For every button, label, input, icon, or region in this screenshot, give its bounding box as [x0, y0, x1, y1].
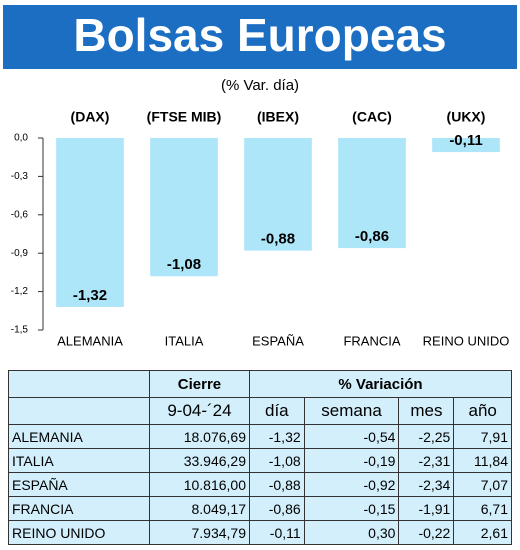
row-label: REINO UNIDO	[8, 520, 150, 545]
table-cell: -1,91	[398, 496, 455, 521]
table-cell: 33.946,29	[148, 448, 251, 473]
value-label: -0,11	[449, 132, 482, 149]
table-cell: 0,30	[303, 520, 400, 545]
table-cell: -0,54	[303, 424, 400, 449]
chart-subtitle: (% Var. día)	[221, 77, 299, 94]
table-cell: 7.934,79	[148, 520, 251, 545]
table-cell: -0,92	[303, 472, 400, 497]
row-label: ESPAÑA	[8, 472, 150, 497]
bar	[338, 138, 406, 249]
index-label: (FTSE MIB)	[147, 109, 222, 125]
value-label: -0,86	[355, 228, 389, 245]
subheader-cell: año	[453, 397, 512, 425]
table-cell: -2,25	[398, 424, 455, 449]
table-cell: 18.076,69	[148, 424, 251, 449]
table-row: REINO UNIDO 7.934,79 -0,11 0,30 -0,22 2,61	[8, 520, 512, 545]
table-cell: -2,34	[398, 472, 455, 497]
table-cell: -0,19	[303, 448, 400, 473]
y-tick-label: -0,9	[11, 248, 29, 259]
data-table: Cierre% Variación 9-04-´24 día semana me…	[8, 370, 512, 545]
corner	[8, 397, 150, 425]
table-cell: -0,22	[398, 520, 455, 545]
table-cell: -0,11	[249, 520, 305, 545]
table-cell: -2,31	[398, 448, 455, 473]
x-tick-label: ITALIA	[165, 333, 204, 348]
value-label: -0,88	[261, 231, 295, 248]
bar	[150, 138, 218, 277]
table-cell: -1,32	[249, 424, 305, 449]
y-tick-label: -0,6	[11, 209, 29, 220]
table-cell: -0,86	[249, 496, 305, 521]
table-cell: 10.816,00	[148, 472, 251, 497]
x-tick-label: ESPAÑA	[252, 333, 304, 348]
subheader-cell: día	[249, 397, 305, 425]
corner	[8, 370, 150, 398]
row-label: FRANCIA	[8, 496, 150, 521]
row-label: ALEMANIA	[8, 424, 150, 449]
table-cell: -0,88	[249, 472, 305, 497]
table-cell: 2,61	[453, 520, 512, 545]
index-label: (UKX)	[447, 109, 486, 125]
chart: Bolsas Europeas (% Var. día) 0,0 -0,3 -0,6…	[3, 5, 517, 348]
chart-title: Bolsas Europeas	[73, 9, 446, 61]
table-row: ALEMANIA 18.076,69 -1,32 -0,54 -2,25 7,91	[8, 424, 512, 449]
subheader-cell: semana	[303, 397, 400, 425]
y-tick-label: -1,2	[11, 286, 29, 297]
table-cell: -0,15	[303, 496, 400, 521]
value-label: -1,32	[73, 287, 107, 304]
table-cell: -1,08	[249, 448, 305, 473]
y-tick-label: -0,3	[11, 171, 29, 182]
x-tick-label: REINO UNIDO	[423, 333, 510, 348]
table-cell: 7,91	[453, 424, 512, 449]
table-row: ESPAÑA 10.816,00 -0,88 -0,92 -2,34 7,07	[8, 472, 512, 497]
table-cell: 11,84	[453, 448, 512, 473]
header-cell: Cierre	[148, 370, 251, 398]
index-label: (CAC)	[352, 109, 392, 125]
table-row: ITALIA 33.946,29 -1,08 -0,19 -2,31 11,84	[8, 448, 512, 473]
x-tick-label: ALEMANIA	[57, 333, 123, 348]
table-cell: 6,71	[453, 496, 512, 521]
x-tick-label: FRANCIA	[343, 333, 400, 348]
title-band	[3, 5, 517, 69]
table-cell: 7,07	[453, 472, 512, 497]
index-label: (IBEX)	[257, 109, 299, 125]
y-tick-label: 0,0	[14, 133, 28, 144]
index-label: (DAX)	[71, 109, 110, 125]
bar	[432, 138, 500, 153]
bar	[244, 138, 312, 251]
table-row: FRANCIA 8.049,17 -0,86 -0,15 -1,91 6,71	[8, 496, 512, 521]
row-label: ITALIA	[8, 448, 150, 473]
bar	[56, 138, 124, 307]
y-tick-label: -1,5	[11, 325, 29, 336]
value-label: -1,08	[167, 256, 201, 273]
subheader-cell: mes	[398, 397, 455, 425]
subheader-cell: 9-04-´24	[148, 397, 251, 425]
header-cell: % Variación	[249, 370, 512, 398]
table-cell: 8.049,17	[148, 496, 251, 521]
